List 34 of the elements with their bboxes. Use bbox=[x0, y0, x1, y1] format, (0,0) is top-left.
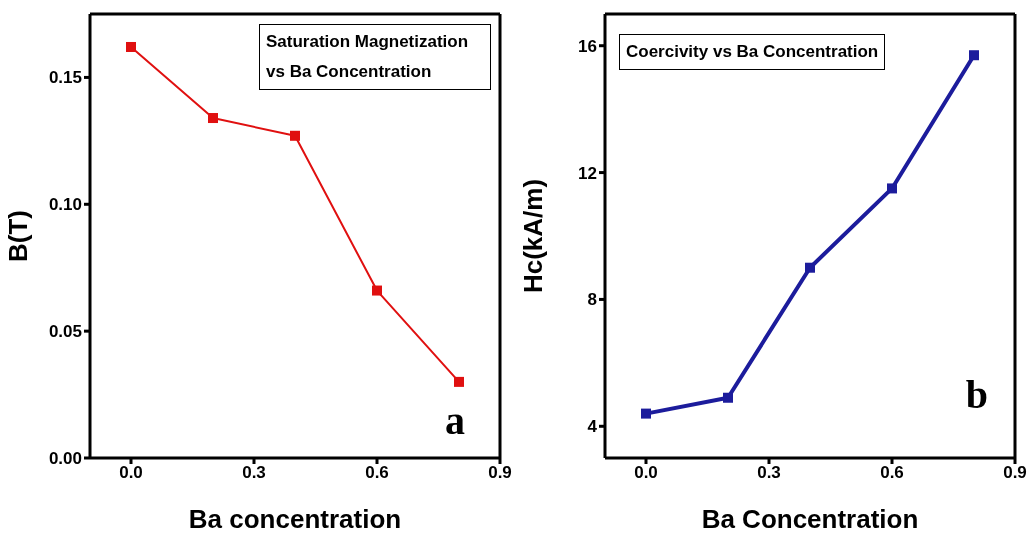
point bbox=[887, 183, 897, 194]
y-tick-label: 16 bbox=[578, 36, 597, 56]
point bbox=[641, 408, 651, 419]
point bbox=[290, 130, 300, 141]
y-axis-title: Hc(kA/m) bbox=[518, 178, 549, 294]
point bbox=[372, 285, 382, 296]
x-tick-label: 0.0 bbox=[119, 463, 143, 483]
y-tick-label: 0.05 bbox=[48, 322, 82, 342]
annotation: Coercivity vs Ba Concentration bbox=[619, 34, 886, 70]
x-tick-label: 0.9 bbox=[1003, 463, 1027, 483]
annotation: a bbox=[445, 397, 465, 444]
x-tick-label: 0.0 bbox=[634, 463, 658, 483]
point bbox=[126, 41, 136, 52]
x-axis-title: Ba concentration bbox=[188, 504, 402, 534]
x-tick-label: 0.6 bbox=[365, 463, 389, 483]
x-tick-label: 0.9 bbox=[488, 463, 512, 483]
x-tick-label: 0.3 bbox=[757, 463, 781, 483]
annotation: b bbox=[965, 371, 988, 418]
point bbox=[208, 113, 218, 124]
annotation: Saturation Magnetization vs Ba Concentration bbox=[259, 24, 491, 90]
y-tick-label: 0.15 bbox=[48, 68, 82, 88]
y-tick-label: 0.00 bbox=[48, 449, 82, 469]
x-axis-title: Ba Concentration bbox=[701, 504, 919, 534]
point bbox=[723, 392, 733, 403]
y-tick-label: 0.10 bbox=[48, 195, 82, 215]
point bbox=[805, 262, 815, 273]
x-tick-label: 0.3 bbox=[242, 463, 266, 483]
x-tick-label: 0.6 bbox=[880, 463, 904, 483]
point bbox=[969, 50, 979, 61]
y-tick-label: 12 bbox=[578, 163, 597, 183]
y-tick-label: 4 bbox=[587, 417, 598, 437]
point bbox=[454, 376, 464, 387]
y-tick-label: 8 bbox=[587, 290, 597, 310]
y-axis-title: B(T) bbox=[3, 210, 34, 262]
